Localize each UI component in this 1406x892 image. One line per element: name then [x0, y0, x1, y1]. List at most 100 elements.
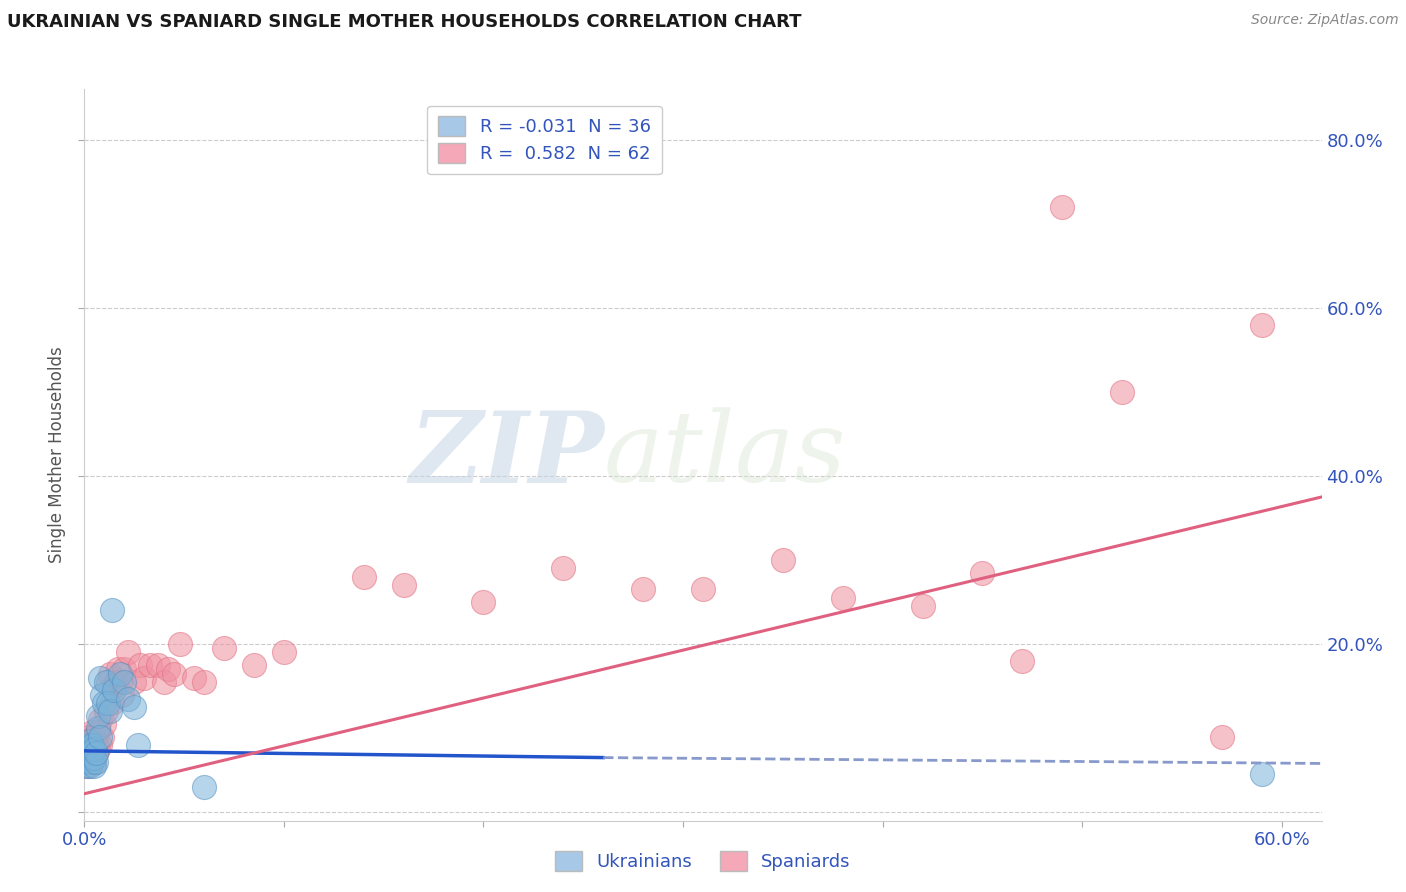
Point — [82, 755, 104, 769]
Point — [110, 674, 132, 689]
Point — [134, 671, 156, 685]
Y-axis label: Single Mother Households: Single Mother Households — [48, 347, 66, 563]
Point — [96, 674, 118, 689]
Point — [169, 637, 191, 651]
Point — [107, 662, 129, 676]
Point — [83, 759, 105, 773]
Point — [1250, 318, 1272, 332]
Point — [93, 717, 115, 731]
Point — [82, 725, 104, 739]
Point — [79, 733, 101, 747]
Point — [243, 658, 266, 673]
Point — [83, 730, 105, 744]
Point — [82, 747, 104, 761]
Point — [75, 738, 97, 752]
Point — [86, 747, 108, 761]
Point — [553, 561, 575, 575]
Point — [87, 721, 110, 735]
Point — [772, 553, 794, 567]
Point — [101, 696, 124, 710]
Point — [212, 641, 235, 656]
Text: Source: ZipAtlas.com: Source: ZipAtlas.com — [1251, 13, 1399, 28]
Point — [163, 666, 186, 681]
Point — [75, 759, 97, 773]
Point — [77, 759, 100, 773]
Point — [89, 730, 111, 744]
Point — [82, 738, 104, 752]
Point — [139, 658, 162, 673]
Point — [77, 730, 100, 744]
Point — [692, 582, 714, 597]
Point — [79, 750, 101, 764]
Point — [110, 666, 132, 681]
Point — [273, 645, 295, 659]
Point — [79, 733, 101, 747]
Point — [472, 595, 495, 609]
Point — [911, 599, 934, 614]
Point — [112, 674, 135, 689]
Point — [98, 704, 121, 718]
Point — [83, 755, 105, 769]
Point — [86, 755, 108, 769]
Point — [75, 742, 97, 756]
Point — [93, 696, 115, 710]
Point — [79, 742, 101, 756]
Point — [89, 713, 111, 727]
Point — [79, 742, 101, 756]
Point — [79, 759, 101, 773]
Point — [77, 747, 100, 761]
Point — [103, 683, 125, 698]
Point — [353, 570, 375, 584]
Point — [105, 674, 128, 689]
Point — [1250, 767, 1272, 781]
Point — [91, 688, 114, 702]
Point — [183, 671, 205, 685]
Point — [97, 696, 120, 710]
Point — [111, 688, 134, 702]
Text: ZIP: ZIP — [409, 407, 605, 503]
Point — [193, 780, 215, 794]
Point — [103, 679, 125, 693]
Point — [82, 747, 104, 761]
Point — [127, 738, 149, 752]
Point — [97, 674, 120, 689]
Point — [148, 658, 170, 673]
Point — [631, 582, 654, 597]
Text: UKRAINIAN VS SPANIARD SINGLE MOTHER HOUSEHOLDS CORRELATION CHART: UKRAINIAN VS SPANIARD SINGLE MOTHER HOUS… — [7, 13, 801, 31]
Point — [129, 658, 152, 673]
Point — [193, 674, 215, 689]
Point — [83, 742, 105, 756]
Point — [86, 733, 108, 747]
Point — [101, 603, 124, 617]
Point — [1011, 654, 1033, 668]
Point — [98, 666, 121, 681]
Legend: R = -0.031  N = 36, R =  0.582  N = 62: R = -0.031 N = 36, R = 0.582 N = 62 — [427, 105, 662, 174]
Point — [117, 645, 139, 659]
Point — [122, 700, 145, 714]
Legend: Ukrainians, Spaniards: Ukrainians, Spaniards — [548, 844, 858, 879]
Point — [1111, 384, 1133, 399]
Point — [89, 671, 111, 685]
Point — [112, 662, 135, 676]
Point — [91, 730, 114, 744]
Point — [1050, 200, 1073, 214]
Point — [122, 674, 145, 689]
Point — [77, 738, 100, 752]
Point — [87, 725, 110, 739]
Point — [153, 674, 176, 689]
Point — [89, 738, 111, 752]
Point — [972, 566, 994, 580]
Point — [86, 747, 108, 761]
Point — [392, 578, 415, 592]
Point — [75, 750, 97, 764]
Point — [79, 755, 101, 769]
Point — [157, 662, 180, 676]
Point — [82, 738, 104, 752]
Point — [87, 708, 110, 723]
Point — [83, 750, 105, 764]
Point — [75, 750, 97, 764]
Point — [1211, 730, 1233, 744]
Point — [96, 704, 118, 718]
Point — [117, 691, 139, 706]
Point — [77, 742, 100, 756]
